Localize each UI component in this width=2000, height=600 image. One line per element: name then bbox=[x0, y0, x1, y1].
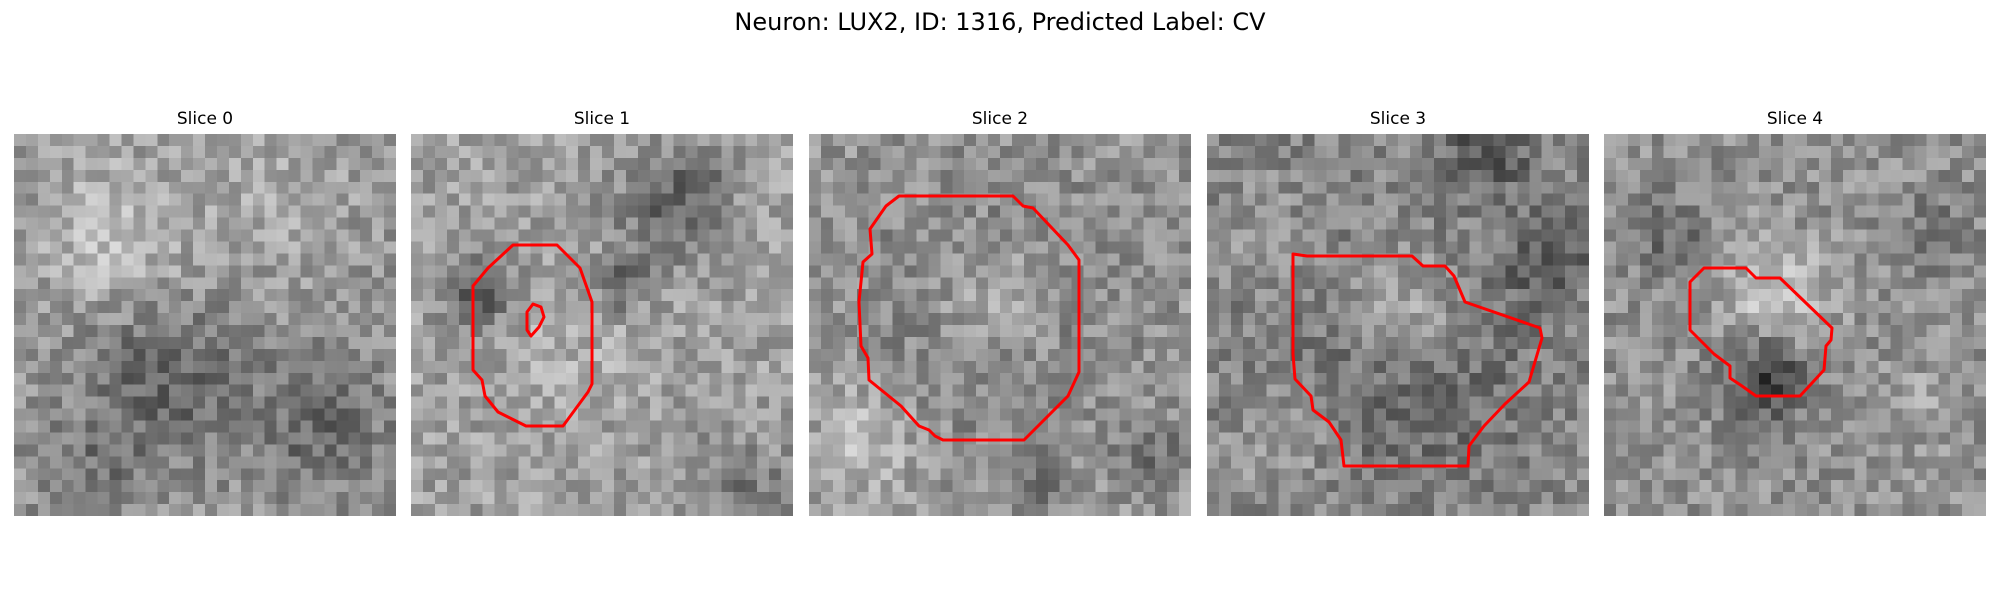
slice-title-1: Slice 1 bbox=[411, 108, 793, 130]
slice-panel-0: Slice 0 bbox=[14, 108, 396, 518]
slice-title-2: Slice 2 bbox=[809, 108, 1191, 130]
roi-contour bbox=[1690, 268, 1832, 396]
slice-title-0: Slice 0 bbox=[14, 108, 396, 130]
slice-panel-4: Slice 4 bbox=[1604, 108, 1986, 518]
slice-panel-2: Slice 2 bbox=[809, 108, 1191, 518]
figure-title: Neuron: LUX2, ID: 1316, Predicted Label:… bbox=[0, 6, 2000, 38]
slice-panel-1: Slice 1 bbox=[411, 108, 793, 518]
slice-title-4: Slice 4 bbox=[1604, 108, 1986, 130]
contour-overlay-3 bbox=[1207, 134, 1589, 516]
roi-contour bbox=[1293, 254, 1542, 466]
slice-panel-3: Slice 3 bbox=[1207, 108, 1589, 518]
contour-overlay-2 bbox=[809, 134, 1191, 516]
slice-image-0 bbox=[14, 134, 396, 516]
contour-overlay-4 bbox=[1604, 134, 1986, 516]
roi-contour-inner bbox=[527, 304, 544, 336]
slice-title-3: Slice 3 bbox=[1207, 108, 1589, 130]
roi-contour bbox=[859, 196, 1079, 440]
contour-overlay-1 bbox=[411, 134, 793, 516]
